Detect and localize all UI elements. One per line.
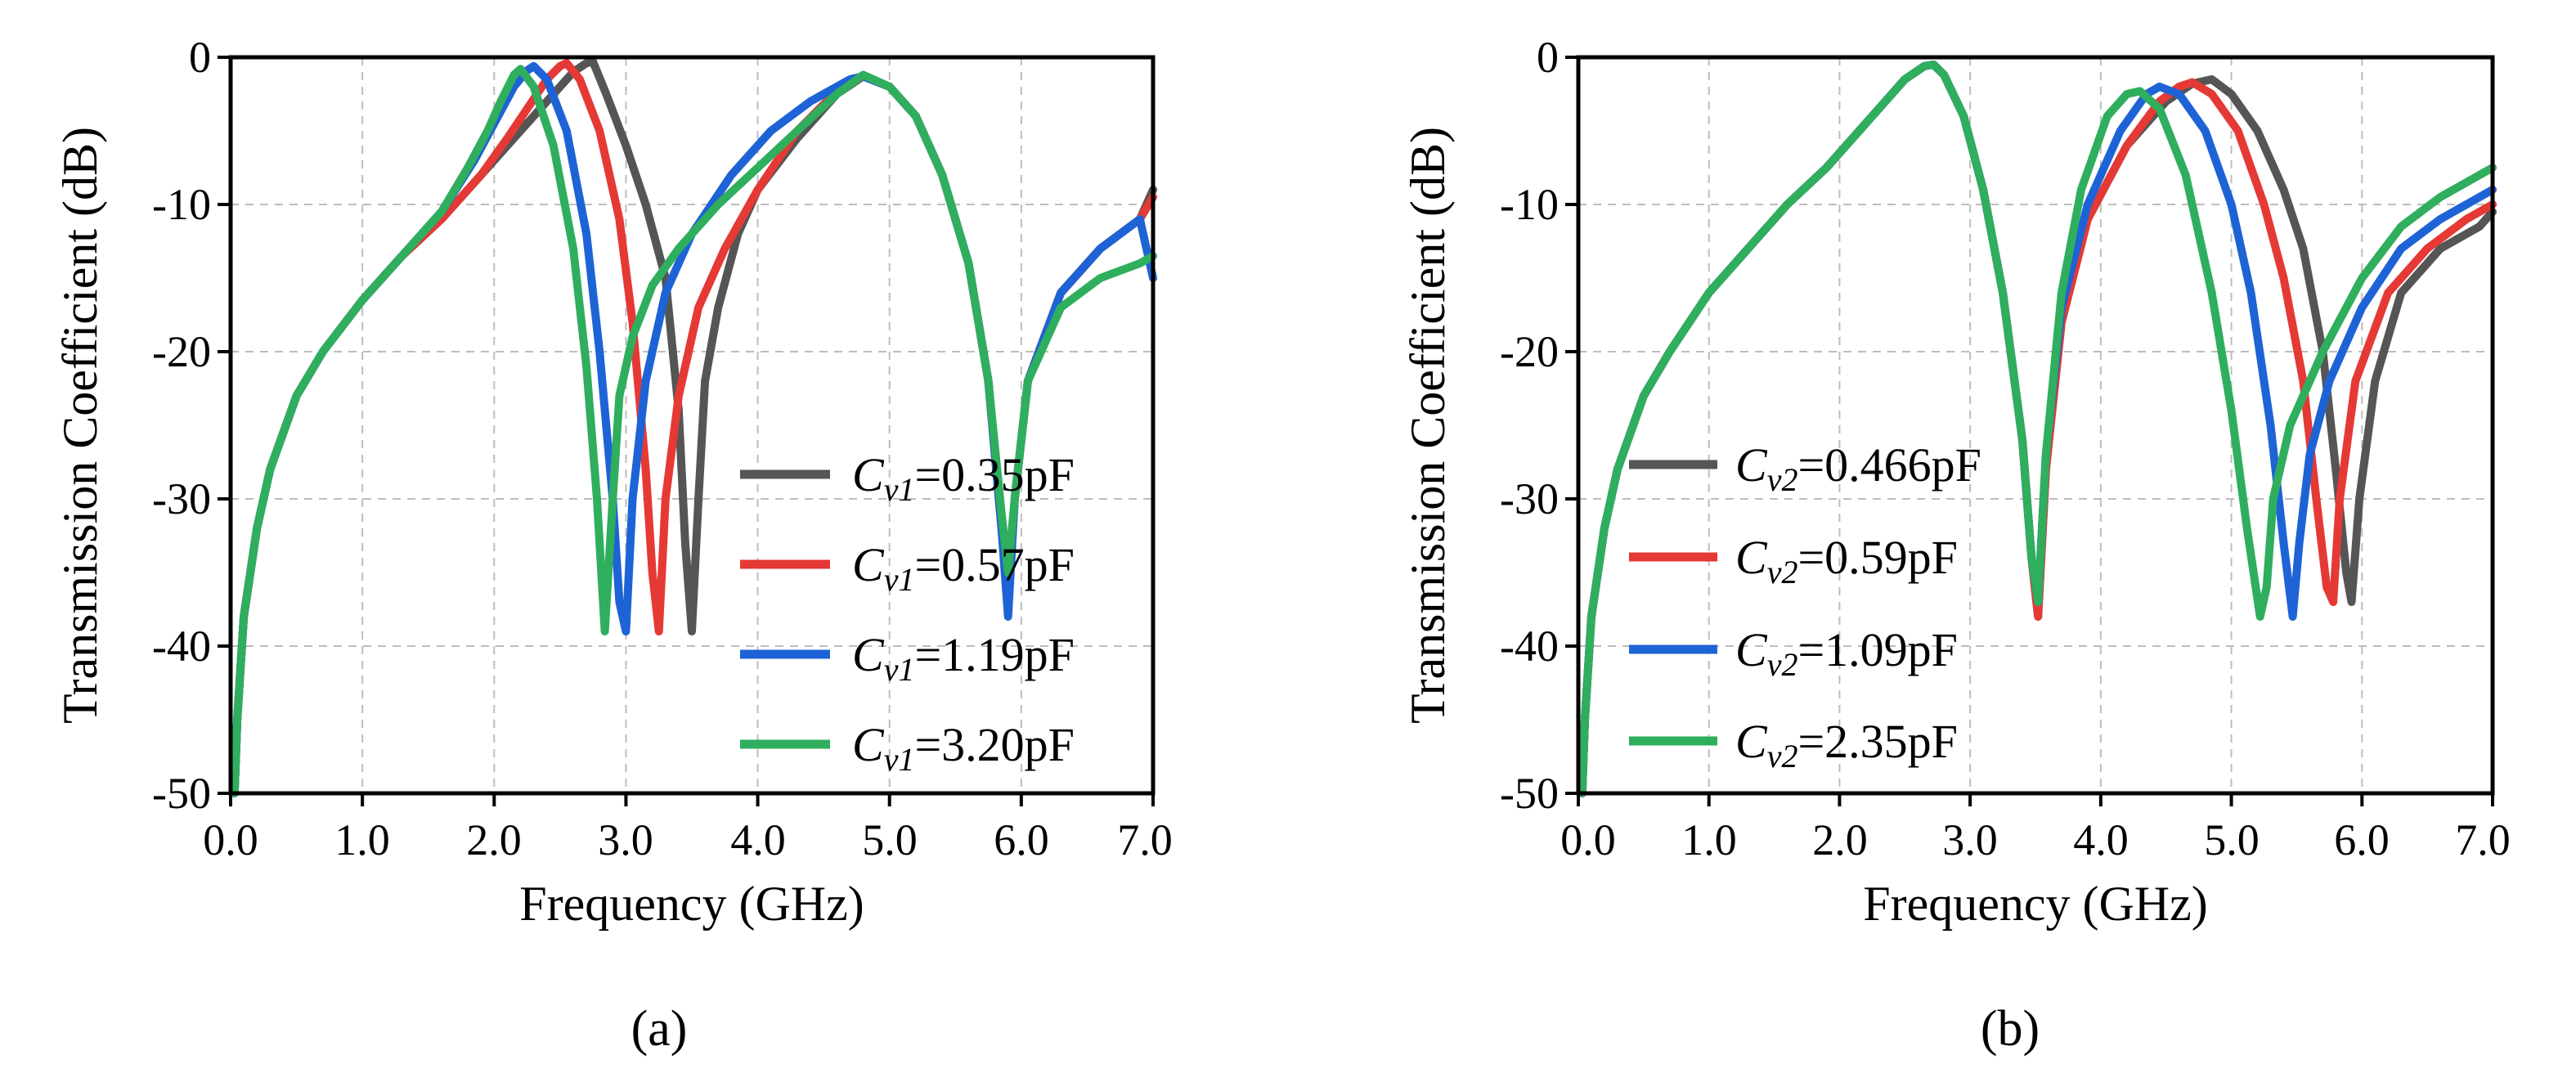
y-tick-label: -30	[1500, 474, 1559, 523]
x-tick-labels: 0.0 1.0 2.0 3.0 4.0 5.0 6.0 7.0	[203, 815, 1173, 864]
axis-ticks	[218, 56, 1155, 806]
y-tick-label: -10	[152, 180, 211, 229]
legend-label: Cv1=3.20pF	[852, 718, 1075, 778]
x-tick-labels: 0.0 1.0 2.0 3.0 4.0 5.0 6.0 7.0	[1560, 815, 2511, 864]
y-axis-title: Transmission Coefficient (dB)	[1401, 127, 1455, 724]
x-tick-label: 1.0	[334, 815, 390, 864]
panel-b: 0.0 1.0 2.0 3.0 4.0 5.0 6.0 7.0 0 -10 -2…	[1401, 33, 2511, 1057]
grid	[231, 57, 1153, 793]
x-tick-label: 7.0	[1117, 815, 1173, 864]
y-tick-labels: 0 -10 -20 -30 -40 -50	[152, 33, 211, 818]
y-tick-label: -10	[1500, 180, 1559, 229]
legend-label: Cv2=0.59pF	[1735, 531, 1958, 590]
legend-label: Cv1=0.35pF	[852, 448, 1075, 508]
y-tick-label: -20	[152, 327, 211, 376]
panel-a: 0.0 1.0 2.0 3.0 4.0 5.0 6.0 7.0 0 -10 -2…	[53, 33, 1173, 1057]
y-axis-title: Transmission Coefficient (dB)	[53, 127, 107, 724]
y-tick-label: 0	[1537, 33, 1559, 82]
legend-entry: Cv2=1.09pF	[1629, 623, 1958, 683]
y-tick-label: -50	[1500, 769, 1559, 818]
legend-entry: Cv1=0.35pF	[740, 448, 1075, 508]
x-tick-label: 2.0	[466, 815, 522, 864]
legend-label: Cv2=2.35pF	[1735, 715, 1958, 774]
x-tick-label: 3.0	[598, 815, 653, 864]
curves	[230, 57, 1157, 797]
legend-label: Cv2=0.466pF	[1735, 438, 1981, 498]
y-tick-label: -40	[1500, 622, 1559, 671]
x-tick-label: 5.0	[2204, 815, 2260, 864]
y-tick-label: -30	[152, 474, 211, 523]
legend-entry: Cv2=2.35pF	[1629, 715, 1958, 774]
panel-caption: (b)	[1981, 1001, 2040, 1057]
axis-ticks	[1565, 56, 2494, 806]
series-line-cv2-0-466pf	[1577, 61, 2497, 797]
x-tick-label: 0.0	[203, 815, 258, 864]
y-tick-label: -20	[1500, 327, 1559, 376]
series-line-cv2-1-09pf	[1577, 61, 2497, 797]
x-tick-label: 0.0	[1560, 815, 1616, 864]
legend-entry: Cv2=0.466pF	[1629, 438, 1981, 498]
x-tick-label: 6.0	[994, 815, 1049, 864]
plot-frame	[228, 55, 1156, 796]
curves	[1577, 61, 2497, 797]
legend-entry: Cv2=0.59pF	[1629, 531, 1958, 590]
legend-label: Cv1=0.57pF	[852, 538, 1075, 598]
plot-frame	[1576, 55, 2495, 796]
x-tick-label: 4.0	[2073, 815, 2129, 864]
x-tick-label: 6.0	[2334, 815, 2390, 864]
y-tick-label: -50	[152, 769, 211, 818]
x-tick-label: 2.0	[1812, 815, 1868, 864]
series-line-cv1-0-35pf	[230, 57, 1157, 797]
legend: Cv2=0.466pF Cv2=0.59pF Cv2=1.09pF Cv2=2.…	[1629, 438, 1981, 774]
x-tick-label: 3.0	[1942, 815, 1998, 864]
y-tick-label: 0	[189, 33, 211, 82]
series-line-cv2-2-35pf	[1577, 61, 2497, 797]
legend: Cv1=0.35pF Cv1=0.57pF Cv1=1.19pF Cv1=3.2…	[740, 448, 1075, 778]
series-line-cv2-0-59pf	[1577, 61, 2497, 797]
legend-entry: Cv1=0.57pF	[740, 538, 1075, 598]
legend-label: Cv2=1.09pF	[1735, 623, 1958, 683]
x-tick-label: 1.0	[1681, 815, 1737, 864]
series-line-cv1-1-19pf	[230, 61, 1157, 797]
legend-label: Cv1=1.19pF	[852, 628, 1075, 688]
series-line-cv1-0-57pf	[230, 59, 1157, 797]
legend-entry: Cv1=1.19pF	[740, 628, 1075, 688]
x-axis-title: Frequency (GHz)	[1863, 877, 2208, 931]
y-tick-label: -40	[152, 622, 211, 671]
x-tick-label: 7.0	[2455, 815, 2511, 864]
series-line-cv1-3-20pf	[230, 65, 1157, 797]
x-tick-label: 4.0	[730, 815, 786, 864]
y-tick-labels: 0 -10 -20 -30 -40 -50	[1500, 33, 1559, 818]
grid	[1578, 57, 2493, 793]
x-axis-title: Frequency (GHz)	[519, 877, 864, 931]
legend-entry: Cv1=3.20pF	[740, 718, 1075, 778]
x-tick-label: 5.0	[862, 815, 918, 864]
panel-caption: (a)	[631, 1001, 688, 1057]
